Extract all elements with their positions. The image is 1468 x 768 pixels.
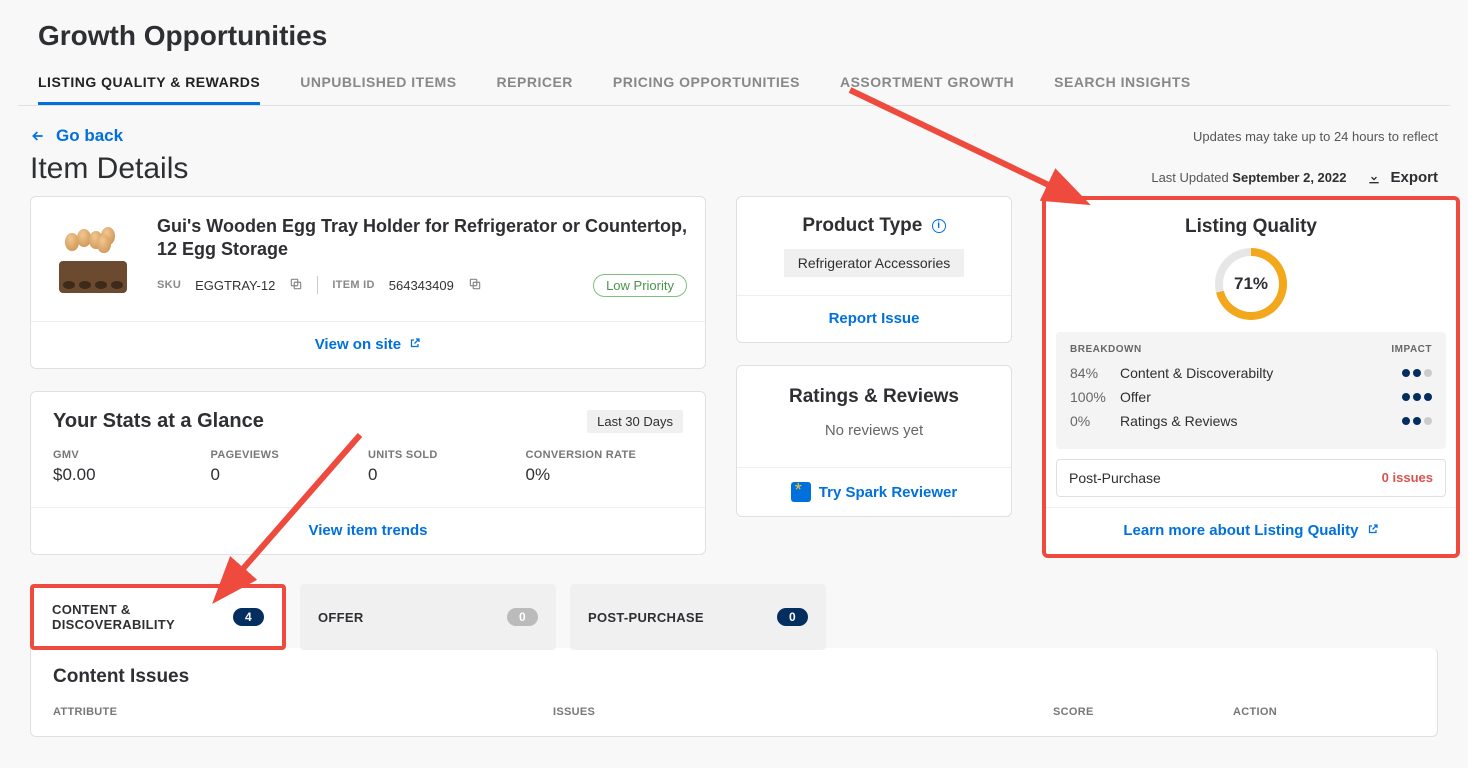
col-score: SCORE <box>1053 706 1233 718</box>
col-attribute: ATTRIBUTE <box>53 706 553 718</box>
product-type-value: Refrigerator Accessories <box>784 249 965 277</box>
breakdown-row: 0% Ratings & Reviews <box>1070 413 1432 429</box>
col-issues: ISSUES <box>553 706 1053 718</box>
export-label: Export <box>1390 169 1438 186</box>
units-value: 0 <box>368 465 526 485</box>
listing-quality-card: Listing Quality 71% BREAKDOWN IMPACT 84%… <box>1042 196 1460 558</box>
no-reviews-text: No reviews yet <box>737 422 1011 467</box>
stats-range: Last 30 Days <box>587 410 683 433</box>
breakdown-panel: BREAKDOWN IMPACT 84% Content & Discovera… <box>1056 332 1446 449</box>
report-issue-link[interactable]: Report Issue <box>829 310 920 327</box>
tab-repricer[interactable]: REPRICER <box>497 62 573 105</box>
view-on-site-link[interactable]: View on site <box>315 336 422 353</box>
learn-more-link[interactable]: Learn more about Listing Quality <box>1123 522 1378 539</box>
go-back-link[interactable]: Go back <box>30 126 123 146</box>
copy-itemid-icon[interactable] <box>468 277 482 294</box>
tab-pricing[interactable]: PRICING OPPORTUNITIES <box>613 62 800 105</box>
export-button[interactable]: Export <box>1366 169 1438 186</box>
post-purchase-row[interactable]: Post-Purchase 0 issues <box>1056 459 1446 497</box>
spark-reviewer-link[interactable]: Try Spark Reviewer <box>819 484 957 501</box>
ratings-card: Ratings & Reviews No reviews yet Try Spa… <box>736 365 1012 517</box>
arrow-left-icon <box>30 128 46 144</box>
item-details-heading: Item Details <box>30 152 188 186</box>
updates-note: Updates may take up to 24 hours to refle… <box>1193 129 1438 144</box>
breakdown-row: 84% Content & Discoverabilty <box>1070 365 1432 381</box>
count-badge: 0 <box>507 608 538 626</box>
units-label: UNITS SOLD <box>368 449 526 461</box>
external-link-icon <box>409 336 421 353</box>
spark-icon <box>791 482 811 502</box>
last-updated: Last Updated September 2, 2022 <box>1151 170 1346 185</box>
item-id-label: ITEM ID <box>332 279 374 291</box>
content-issues-panel: Content Issues ATTRIBUTE ISSUES SCORE AC… <box>30 648 1438 737</box>
content-issues-title: Content Issues <box>53 666 1415 688</box>
priority-badge: Low Priority <box>593 274 687 297</box>
sku-label: SKU <box>157 279 181 291</box>
sku-value: EGGTRAY-12 <box>195 278 275 293</box>
listing-quality-title: Listing Quality <box>1046 200 1456 248</box>
count-badge: 0 <box>777 608 808 626</box>
issue-tab-post[interactable]: POST-PURCHASE 0 <box>570 584 826 650</box>
tab-unpublished[interactable]: UNPUBLISHED ITEMS <box>300 62 456 105</box>
annotation-arrow-1 <box>840 80 1100 220</box>
col-action: ACTION <box>1233 706 1415 718</box>
divider <box>317 276 318 294</box>
quality-gauge: 71% <box>1215 248 1287 320</box>
annotation-arrow-2 <box>200 425 380 615</box>
product-card: Gui's Wooden Egg Tray Holder for Refrige… <box>30 196 706 369</box>
product-name: Gui's Wooden Egg Tray Holder for Refrige… <box>157 215 687 262</box>
gmv-value: $0.00 <box>53 465 211 485</box>
conversion-label: CONVERSION RATE <box>526 449 684 461</box>
info-icon[interactable]: i <box>932 219 946 233</box>
external-link-icon <box>1367 522 1379 539</box>
go-back-label: Go back <box>56 126 123 146</box>
conversion-value: 0% <box>526 465 684 485</box>
tab-listing-quality[interactable]: LISTING QUALITY & REWARDS <box>38 62 260 105</box>
item-id-value: 564343409 <box>389 278 454 293</box>
breakdown-row: 100% Offer <box>1070 389 1432 405</box>
copy-sku-icon[interactable] <box>289 277 303 294</box>
download-icon <box>1366 170 1382 186</box>
product-image <box>49 215 137 303</box>
gmv-label: GMV <box>53 449 211 461</box>
main-tabs: LISTING QUALITY & REWARDS UNPUBLISHED IT… <box>18 62 1450 106</box>
page-title: Growth Opportunities <box>18 0 1450 62</box>
ratings-title: Ratings & Reviews <box>737 366 1011 422</box>
